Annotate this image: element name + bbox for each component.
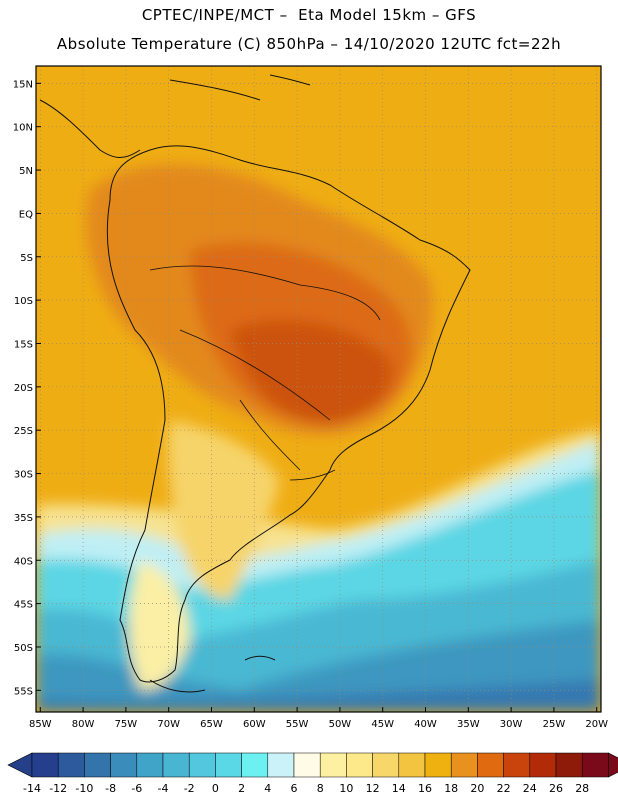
- colorbar-box: [136, 752, 164, 778]
- colorbar-tick-label: 22: [497, 782, 511, 795]
- colorbar-tick-label: -12: [49, 782, 67, 795]
- colorbar-tick-label: 0: [212, 782, 219, 795]
- lon-label: 55W: [286, 719, 309, 730]
- lat-label: 25S: [14, 426, 33, 437]
- lat-label: 10S: [14, 296, 33, 307]
- colorbar-box: [346, 752, 373, 778]
- temperature-field: [36, 66, 601, 712]
- colorbar-box: [241, 752, 269, 778]
- lat-label: 30S: [14, 470, 33, 481]
- colorbar-tick-label: 28: [575, 782, 589, 795]
- colorbar-high-arrow: [608, 752, 618, 778]
- lon-label: 30W: [500, 719, 523, 730]
- colorbar-box: [319, 752, 347, 778]
- colorbar-tick-label: 12: [366, 782, 380, 795]
- lon-label: 45W: [371, 719, 394, 730]
- colorbar-labels: -14 -12 -10 -8 -6 -4 -2 0 2 4 6 8 10 12 14 16 18 20 22 24 26…: [23, 782, 589, 795]
- lon-label: 50W: [329, 719, 352, 730]
- colorbar-box: [31, 752, 59, 778]
- colorbar-box: [555, 752, 583, 778]
- map-title: CPTEC/INPE/MCT – Eta Model 15km – GFS: [141, 6, 477, 24]
- coastlines: [39, 74, 471, 693]
- lat-label: 35S: [14, 513, 33, 524]
- colorbar-tick-label: -4: [158, 782, 169, 795]
- lat-label: 15N: [13, 79, 33, 90]
- colorbar-tick-label: 18: [444, 782, 458, 795]
- colorbar-box: [398, 752, 426, 778]
- colorbar-box: [503, 752, 531, 778]
- colorbar-box: [372, 752, 400, 778]
- colorbar-box: [84, 752, 111, 778]
- lat-label: 15S: [14, 339, 33, 350]
- colorbar-box: [162, 752, 190, 778]
- colorbar-box: [581, 752, 609, 778]
- colorbar-tick-label: 26: [549, 782, 563, 795]
- lon-label: 35W: [457, 719, 480, 730]
- colorbar-tick-label: -10: [75, 782, 93, 795]
- lat-label: 10N: [13, 123, 33, 134]
- colorbar: -14 -12 -10 -8 -6 -4 -2 0 2 4 6 8 10 12 14 16 18 20 22 24 26…: [7, 752, 618, 795]
- lon-label: 65W: [200, 719, 223, 730]
- colorbar-box: [450, 752, 478, 778]
- colorbar-tick-label: 10: [339, 782, 353, 795]
- colorbar-tick-label: 4: [264, 782, 271, 795]
- longitude-labels: 85W 80W 75W 70W 65W 60W 55W 50W 45W 40W 35W 30W 25W 2…: [29, 707, 608, 730]
- colorbar-tick-label: 16: [418, 782, 432, 795]
- lon-label: 40W: [414, 719, 437, 730]
- lon-label: 60W: [243, 719, 266, 730]
- colorbar-tick-label: 8: [317, 782, 324, 795]
- lat-label: 50S: [14, 643, 33, 654]
- lon-label: 75W: [115, 719, 138, 730]
- lat-label: 20S: [14, 383, 33, 394]
- colorbar-tick-label: -6: [131, 782, 142, 795]
- colorbar-tick-label: 14: [392, 782, 406, 795]
- latitude-labels: 15N 10N 5N EQ 5S 10S 15S 20S 25S 30S 35S 40S 45S 50S 5…: [13, 79, 41, 697]
- map-subtitle: Absolute Temperature (C) 850hPa – 14/10/…: [56, 35, 562, 53]
- colorbar-tick-label: -2: [184, 782, 195, 795]
- colorbar-box: [110, 752, 138, 778]
- colorbar-tick-label: 2: [238, 782, 245, 795]
- colorbar-boxes: [7, 752, 618, 778]
- temperature-map: 15N 10N 5N EQ 5S 10S 15S 20S 25S 30S 35S 40S 45S 50S 5…: [13, 65, 608, 730]
- colorbar-box: [477, 752, 504, 778]
- lat-label: 5N: [19, 166, 33, 177]
- lat-label: EQ: [19, 209, 33, 220]
- colorbar-low-arrow: [7, 752, 33, 778]
- lat-label: 55S: [14, 686, 33, 697]
- colorbar-box: [293, 752, 321, 778]
- lon-label: 20W: [585, 719, 608, 730]
- colorbar-tick-label: 24: [523, 782, 537, 795]
- colorbar-tick-label: -14: [23, 782, 41, 795]
- lat-label: 40S: [14, 556, 33, 567]
- colorbar-box: [529, 752, 557, 778]
- map-frame: [35, 65, 602, 713]
- colorbar-box: [267, 752, 295, 778]
- lat-label: 45S: [14, 600, 33, 611]
- lon-label: 80W: [72, 719, 95, 730]
- colorbar-box: [424, 752, 452, 778]
- colorbar-box: [188, 752, 216, 778]
- colorbar-tick-label: 6: [291, 782, 298, 795]
- colorbar-box: [215, 752, 242, 778]
- colorbar-tick-label: 20: [470, 782, 484, 795]
- lon-label: 70W: [157, 719, 180, 730]
- lat-label: 5S: [20, 253, 33, 264]
- lon-label: 25W: [543, 719, 566, 730]
- lon-label: 85W: [29, 719, 52, 730]
- colorbar-tick-label: -8: [105, 782, 116, 795]
- colorbar-box: [57, 752, 85, 778]
